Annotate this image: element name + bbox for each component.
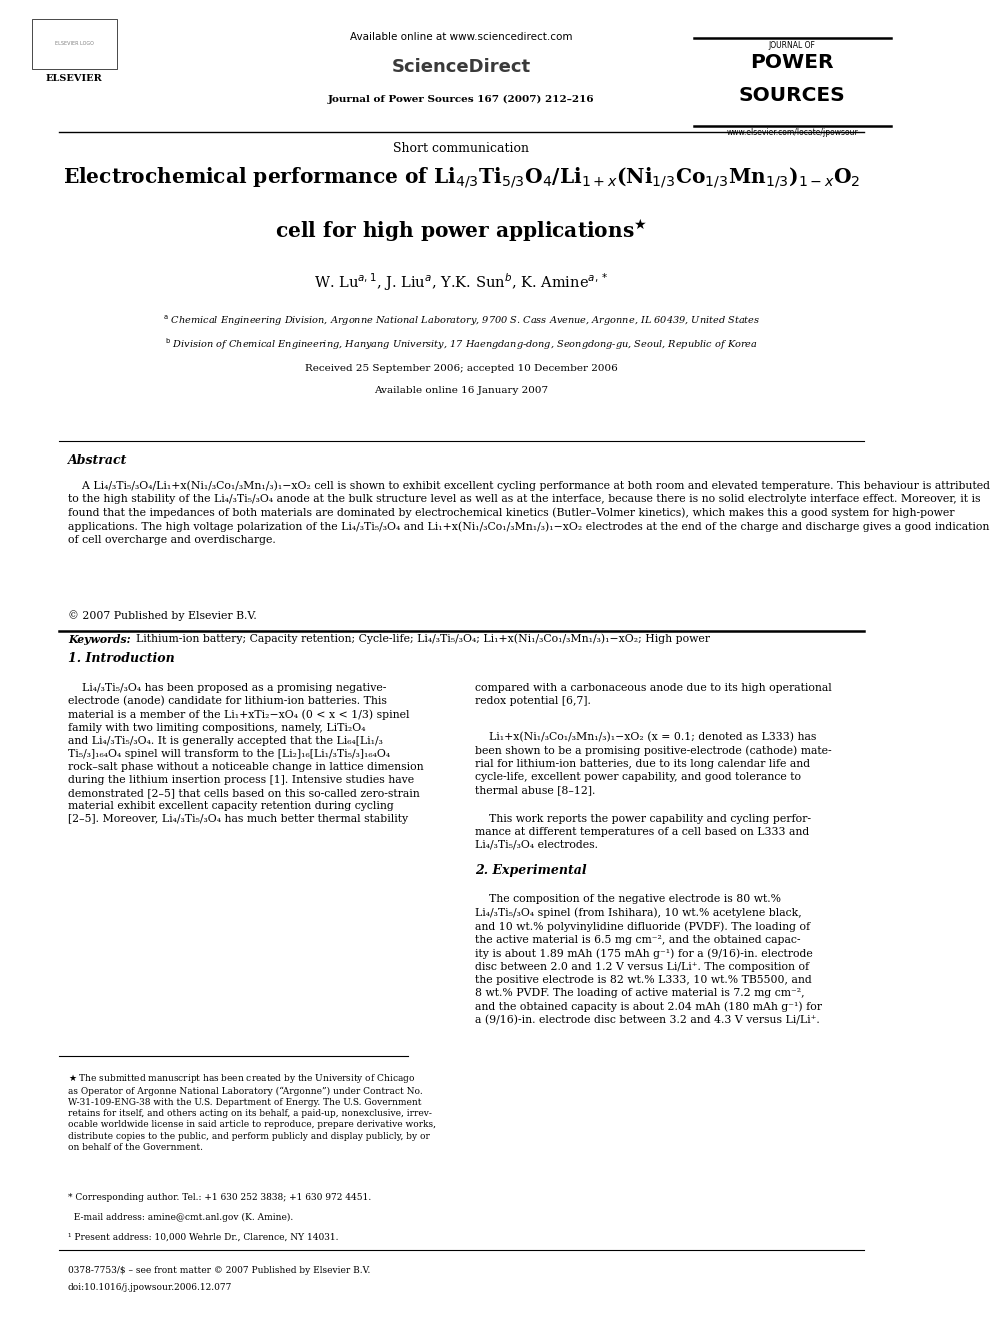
Text: ¹ Present address: 10,000 Wehrle Dr., Clarence, NY 14031.: ¹ Present address: 10,000 Wehrle Dr., Cl…: [68, 1233, 338, 1242]
Text: * Corresponding author. Tel.: +1 630 252 3838; +1 630 972 4451.: * Corresponding author. Tel.: +1 630 252…: [68, 1193, 371, 1203]
Text: W. Lu$^{a,1}$, J. Liu$^{a}$, Y.K. Sun$^{b}$, K. Amine$^{a,*}$: W. Lu$^{a,1}$, J. Liu$^{a}$, Y.K. Sun$^{…: [314, 271, 608, 292]
Text: Electrochemical performance of Li$_{4/3}$Ti$_{5/3}$O$_4$/Li$_{1+x}$(Ni$_{1/3}$Co: Electrochemical performance of Li$_{4/3}…: [62, 165, 860, 191]
Text: SOURCES: SOURCES: [739, 86, 845, 105]
Text: © 2007 Published by Elsevier B.V.: © 2007 Published by Elsevier B.V.: [68, 610, 257, 620]
Text: Available online at www.sciencedirect.com: Available online at www.sciencedirect.co…: [350, 32, 572, 42]
Text: Journal of Power Sources 167 (2007) 212–216: Journal of Power Sources 167 (2007) 212–…: [328, 95, 594, 105]
Text: E-mail address: amine@cmt.anl.gov (K. Amine).: E-mail address: amine@cmt.anl.gov (K. Am…: [68, 1213, 294, 1222]
Text: doi:10.1016/j.jpowsour.2006.12.077: doi:10.1016/j.jpowsour.2006.12.077: [68, 1283, 232, 1293]
Text: Li₄/₃Ti₅/₃O₄ has been proposed as a promising negative-
electrode (anode) candid: Li₄/₃Ti₅/₃O₄ has been proposed as a prom…: [68, 683, 424, 824]
Text: JOURNAL OF: JOURNAL OF: [769, 41, 815, 50]
Text: $^{\mathrm{b}}$ Division of Chemical Engineering, Hanyang University, 17 Haengda: $^{\mathrm{b}}$ Division of Chemical Eng…: [165, 336, 758, 352]
Text: 0378-7753/$ – see front matter © 2007 Published by Elsevier B.V.: 0378-7753/$ – see front matter © 2007 Pu…: [68, 1266, 370, 1275]
Text: Li₁+x(Ni₁/₃Co₁/₃Mn₁/₃)₁−xO₂ (x = 0.1; denoted as L333) has
been shown to be a pr: Li₁+x(Ni₁/₃Co₁/₃Mn₁/₃)₁−xO₂ (x = 0.1; de…: [475, 732, 831, 795]
Text: Short communication: Short communication: [394, 142, 530, 155]
Text: ELSEVIER: ELSEVIER: [46, 74, 102, 83]
Text: The composition of the negative electrode is 80 wt.%
Li₄/₃Ti₅/₃O₄ spinel (from I: The composition of the negative electrod…: [475, 894, 821, 1025]
Text: This work reports the power capability and cycling perfor-
mance at different te: This work reports the power capability a…: [475, 814, 810, 849]
Text: Received 25 September 2006; accepted 10 December 2006: Received 25 September 2006; accepted 10 …: [305, 364, 618, 373]
Text: 1. Introduction: 1. Introduction: [68, 652, 175, 665]
Text: Available online 16 January 2007: Available online 16 January 2007: [374, 386, 549, 396]
Text: POWER: POWER: [750, 53, 834, 71]
Text: Lithium-ion battery; Capacity retention; Cycle-life; Li₄/₃Ti₅/₃O₄; Li₁+x(Ni₁/₃Co: Lithium-ion battery; Capacity retention;…: [129, 634, 709, 644]
Text: Abstract: Abstract: [68, 454, 127, 467]
Text: Keywords:: Keywords:: [68, 634, 131, 644]
Text: www.elsevier.com/locate/jpowsour: www.elsevier.com/locate/jpowsour: [726, 128, 858, 138]
Text: $\bigstar$ The submitted manuscript has been created by the University of Chicag: $\bigstar$ The submitted manuscript has …: [68, 1072, 435, 1151]
Text: compared with a carbonaceous anode due to its high operational
redox potential [: compared with a carbonaceous anode due t…: [475, 683, 831, 705]
Bar: [32, 19, 117, 69]
Text: ScienceDirect: ScienceDirect: [392, 58, 531, 77]
Text: ELSEVIER LOGO: ELSEVIER LOGO: [55, 41, 93, 46]
Text: cell for high power applications$^{\bigstar}$: cell for high power applications$^{\bigs…: [275, 218, 648, 245]
Text: 2. Experimental: 2. Experimental: [475, 864, 586, 877]
Text: A Li₄/₃Ti₅/₃O₄/Li₁+x(Ni₁/₃Co₁/₃Mn₁/₃)₁−xO₂ cell is shown to exhibit excellent cy: A Li₄/₃Ti₅/₃O₄/Li₁+x(Ni₁/₃Co₁/₃Mn₁/₃)₁−x…: [68, 480, 990, 545]
Text: $^{\mathrm{a}}$ Chemical Engineering Division, Argonne National Laboratory, 9700: $^{\mathrm{a}}$ Chemical Engineering Div…: [163, 314, 760, 328]
